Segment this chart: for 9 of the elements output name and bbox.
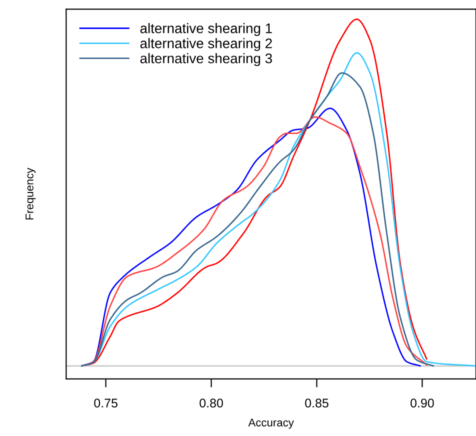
legend-label: alternative shearing 2 (140, 38, 272, 52)
y-axis-title: Frequency (26, 168, 36, 220)
x-tick-label: 0.75 (94, 398, 118, 408)
x-tick-label: 0.90 (410, 398, 434, 408)
x-tick-label: 0.80 (200, 398, 223, 408)
x-axis-title: Accuracy (248, 418, 294, 429)
x-tick-label: 0.85 (305, 398, 328, 408)
legend-label: alternative shearing 3 (140, 53, 272, 66)
legend-label: alternative shearing 1 (140, 23, 272, 36)
